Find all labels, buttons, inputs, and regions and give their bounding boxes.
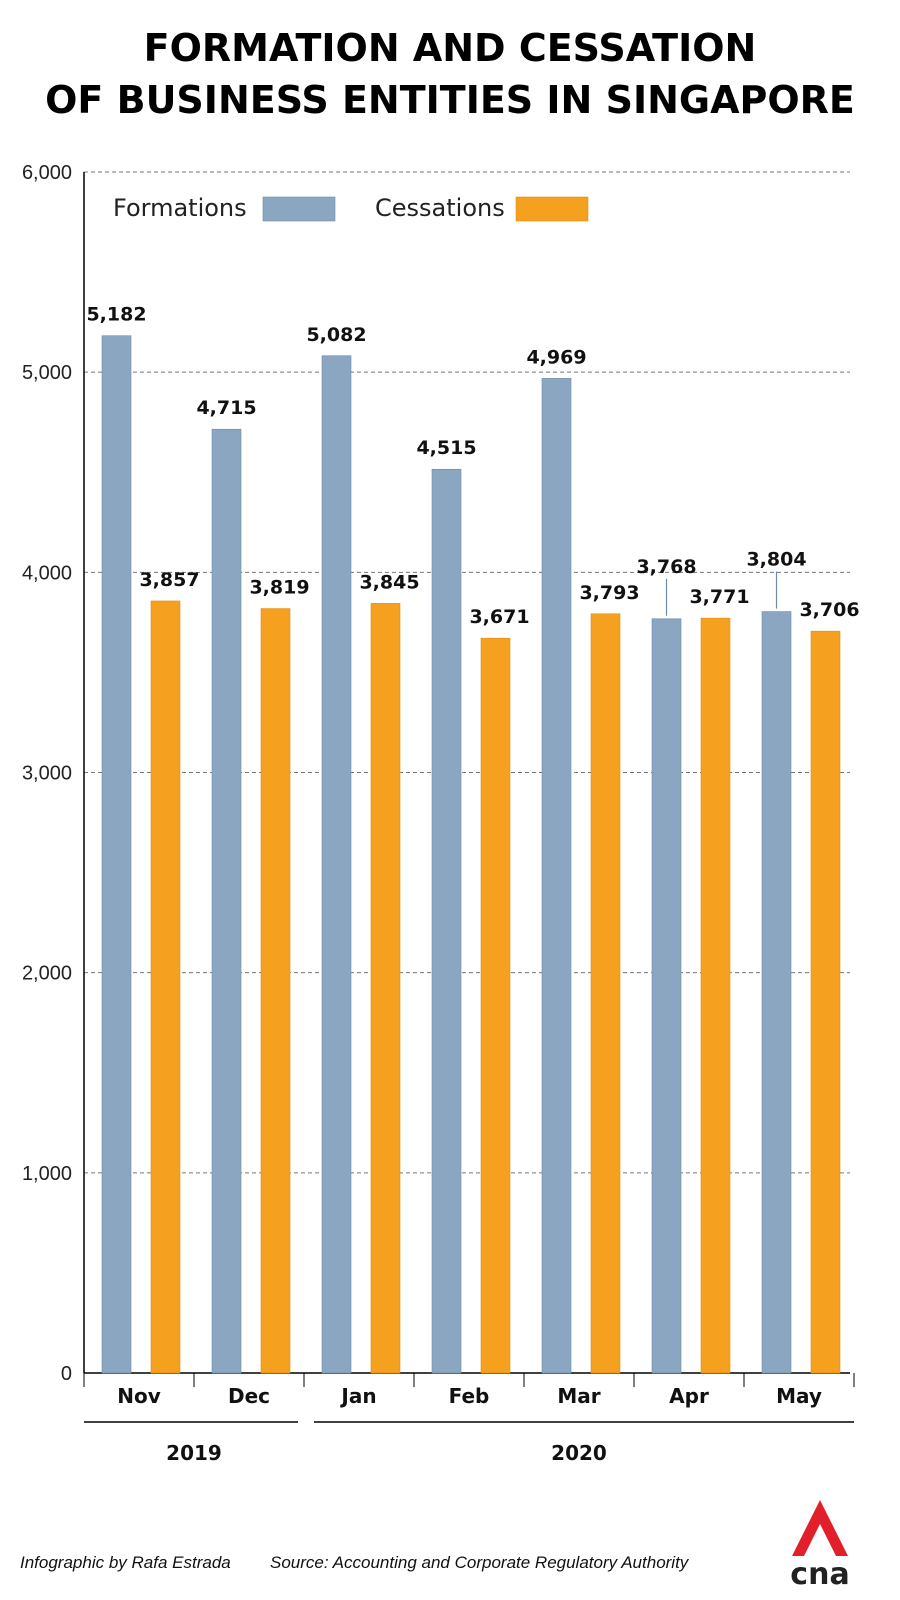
cessation-value-label: 3,771 [689, 586, 749, 608]
y-tick-label: 6,000 [22, 162, 72, 184]
legend-swatch-cessations [515, 196, 589, 222]
formation-value-label: 4,515 [416, 437, 476, 459]
cessation-value-label: 3,845 [359, 571, 419, 593]
cna-logo-mark [792, 1500, 848, 1556]
formation-bar-may [761, 611, 792, 1374]
x-tick-label: Mar [557, 1384, 600, 1408]
year-group-label: 2019 [166, 1441, 222, 1465]
legend-swatch-formations [262, 196, 336, 222]
formation-bar-apr [651, 618, 682, 1374]
formation-bar-mar [541, 378, 572, 1374]
cessation-bar-apr [700, 617, 731, 1374]
x-tick-label: Jan [339, 1384, 376, 1408]
cessation-value-label: 3,857 [139, 569, 199, 591]
formation-bar-nov [101, 335, 132, 1374]
source-note: Source: Accounting and Corporate Regulat… [270, 1553, 689, 1572]
y-tick-label: 1,000 [22, 1163, 72, 1185]
formation-value-label: 4,715 [196, 397, 256, 419]
cessation-bar-dec [260, 608, 291, 1374]
x-tick-label: Dec [228, 1384, 270, 1408]
legend-label-formations: Formations [113, 194, 247, 222]
y-tick-label: 2,000 [22, 963, 72, 985]
formation-bar-jan [321, 355, 352, 1374]
cessation-bar-jan [370, 603, 401, 1374]
infographic-credit: Infographic by Rafa Estrada [20, 1553, 231, 1572]
cessation-value-label: 3,706 [799, 599, 859, 621]
x-tick-label: Feb [449, 1384, 490, 1408]
cessation-value-label: 3,819 [249, 577, 309, 599]
y-tick-label: 4,000 [22, 562, 72, 584]
cessation-bar-may [810, 630, 841, 1374]
cna-logo-text: cna [790, 1557, 849, 1588]
cessation-bar-feb [480, 637, 511, 1374]
y-tick-label: 3,000 [22, 763, 72, 785]
chart-title: FORMATION AND CESSATION OF BUSINESS ENTI… [0, 22, 900, 126]
year-group-label: 2020 [551, 1441, 607, 1465]
cessation-value-label: 3,793 [579, 582, 639, 604]
legend-label-cessations: Cessations [375, 194, 505, 222]
formation-value-label: 5,082 [306, 324, 366, 346]
x-tick-label: May [776, 1384, 822, 1408]
chart-title-line-1: FORMATION AND CESSATION [143, 26, 757, 70]
formation-value-label: 3,804 [746, 549, 806, 571]
x-tick-label: Apr [669, 1384, 709, 1408]
cna-logo: cna [790, 1500, 850, 1588]
formation-bar-feb [431, 468, 462, 1374]
formation-value-label: 4,969 [526, 346, 586, 368]
y-tick-label: 5,000 [22, 362, 72, 384]
cessation-value-label: 3,671 [469, 606, 529, 628]
chart-title-line-2: OF BUSINESS ENTITIES IN SINGAPORE [45, 78, 855, 122]
cessation-bar-nov [150, 600, 181, 1374]
y-tick-label: 0 [61, 1363, 72, 1385]
cessation-bar-mar [590, 613, 621, 1374]
formation-value-label: 5,182 [86, 304, 146, 326]
x-tick-label: Nov [117, 1384, 161, 1408]
formation-value-label: 3,768 [636, 556, 696, 578]
formation-bar-dec [211, 428, 242, 1374]
